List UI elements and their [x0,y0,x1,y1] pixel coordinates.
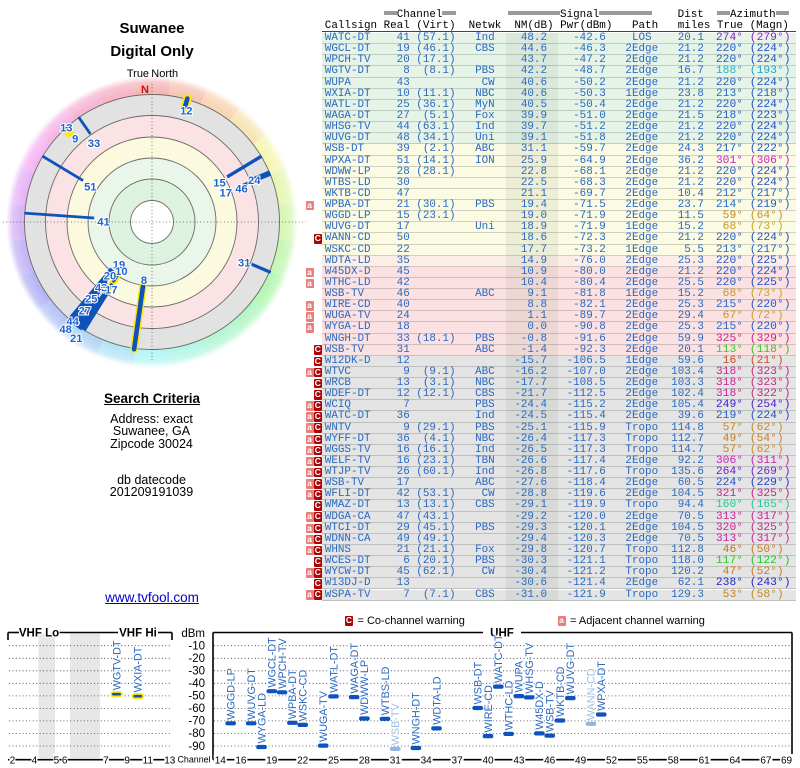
svg-text:28: 28 [359,756,371,767]
svg-text:WDWW-LP: WDWW-LP [359,660,371,715]
svg-text:46: 46 [544,756,556,767]
svg-text:40: 40 [482,756,494,767]
svg-text:21: 21 [70,333,82,345]
svg-text:VHF Hi: VHF Hi [119,628,157,640]
svg-text:-40: -40 [188,678,205,690]
svg-text:-60: -60 [188,703,205,715]
svg-text:WNGH-DT: WNGH-DT [411,692,423,745]
svg-text:-90: -90 [188,741,205,753]
svg-text:31: 31 [238,258,250,270]
svg-text:WPXA-DT: WPXA-DT [596,661,608,711]
svg-text:WHSG-TV: WHSG-TV [524,642,536,694]
svg-text:5: 5 [54,756,60,767]
svg-text:WANN-CD: WANN-CD [586,668,598,720]
svg-text:2: 2 [10,756,16,767]
svg-text:WUVG-DT: WUVG-DT [565,643,577,695]
svg-text:27: 27 [79,306,91,318]
svg-text:WGGD-LP: WGGD-LP [225,668,237,720]
svg-text:25: 25 [85,293,97,305]
svg-text:31: 31 [390,756,402,767]
svg-text:17: 17 [105,284,117,296]
svg-text:11: 11 [143,756,154,767]
svg-text:WGTV-DT: WGTV-DT [111,640,123,690]
svg-text:43: 43 [95,282,107,294]
svg-text:Channel: Channel [178,755,211,765]
svg-text:67: 67 [760,756,772,767]
svg-text:WDTA-LD: WDTA-LD [431,676,443,725]
svg-text:WTHC-LD: WTHC-LD [503,680,515,730]
svg-text:20: 20 [104,271,116,283]
svg-text:-20: -20 [188,653,205,665]
svg-text:22: 22 [297,756,309,767]
svg-text:64: 64 [729,756,741,767]
svg-text:51: 51 [84,181,96,193]
svg-text:44: 44 [66,316,79,328]
svg-text:-70: -70 [188,716,205,728]
svg-text:25: 25 [328,756,340,767]
svg-text:W45DX-D: W45DX-D [534,681,546,730]
svg-text:52: 52 [606,756,618,767]
svg-text:UHF: UHF [490,627,514,639]
svg-text:61: 61 [699,756,711,767]
svg-text:WSB-TV: WSB-TV [390,703,402,746]
svg-text:WUPA: WUPA [514,660,526,692]
svg-text:12: 12 [180,106,192,118]
svg-text:WSB-TV: WSB-TV [545,689,557,732]
svg-text:dBm: dBm [181,628,205,640]
svg-text:WPCH-TV: WPCH-TV [277,638,289,689]
svg-text:WUVG-DT: WUVG-DT [246,668,258,720]
svg-text:-30: -30 [188,666,205,678]
svg-text:WATC-DT: WATC-DT [493,634,505,683]
svg-text:69: 69 [781,756,793,767]
svg-text:4: 4 [32,756,38,767]
svg-text:-80: -80 [188,728,205,740]
svg-text:WPBA-DT: WPBA-DT [287,669,299,719]
svg-text:55: 55 [637,756,649,767]
svg-text:58: 58 [668,756,680,767]
svg-text:-10: -10 [188,641,205,653]
svg-text:13: 13 [164,756,176,767]
svg-text:43: 43 [513,756,525,767]
svg-text:33: 33 [88,138,100,150]
svg-text:8: 8 [141,275,147,287]
svg-text:WSKC-CD: WSKC-CD [298,670,310,722]
svg-text:14: 14 [215,756,227,767]
svg-text:WIRE-CD: WIRE-CD [483,685,495,733]
svg-text:13: 13 [60,122,72,134]
svg-text:WATL-DT: WATL-DT [328,646,340,693]
svg-text:15: 15 [213,178,225,190]
svg-text:37: 37 [452,756,464,767]
svg-text:48: 48 [59,324,71,336]
svg-text:19: 19 [113,260,125,272]
svg-text:WTBS-LD: WTBS-LD [380,666,392,715]
svg-text:WAGA-DT: WAGA-DT [349,643,361,694]
svg-text:6: 6 [62,756,68,767]
svg-text:19: 19 [266,756,278,767]
svg-text:24: 24 [248,175,261,187]
svg-text:10: 10 [115,266,127,278]
svg-text:41: 41 [97,217,109,229]
svg-text:WUGA-TV: WUGA-TV [318,690,330,742]
svg-text:9: 9 [124,756,130,767]
svg-text:-50: -50 [188,691,205,703]
svg-text:7: 7 [103,756,109,767]
svg-text:WKTB-CD: WKTB-CD [555,666,567,717]
svg-text:VHF Lo: VHF Lo [19,628,59,640]
svg-text:WSB-DT: WSB-DT [473,661,485,704]
svg-text:34: 34 [421,756,433,767]
svg-text:17: 17 [219,188,231,200]
svg-text:WXIA-DT: WXIA-DT [133,646,145,692]
svg-text:46: 46 [235,183,247,195]
svg-text:16: 16 [235,756,247,767]
svg-text:WGCL-DT: WGCL-DT [267,637,279,688]
svg-text:9: 9 [72,133,78,145]
svg-text:WYGA-LD: WYGA-LD [256,693,268,744]
svg-text:49: 49 [575,756,587,767]
